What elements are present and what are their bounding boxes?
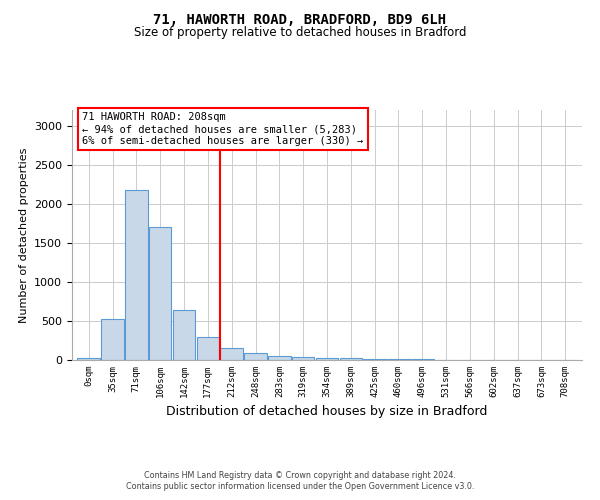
Text: Size of property relative to detached houses in Bradford: Size of property relative to detached ho… xyxy=(134,26,466,39)
Bar xyxy=(387,359,410,360)
Bar xyxy=(197,338,219,360)
Bar xyxy=(220,348,243,360)
Bar xyxy=(316,358,338,360)
Bar xyxy=(101,320,124,360)
Bar xyxy=(173,310,196,360)
Bar xyxy=(125,190,148,360)
Bar xyxy=(411,359,434,360)
Text: 71, HAWORTH ROAD, BRADFORD, BD9 6LH: 71, HAWORTH ROAD, BRADFORD, BD9 6LH xyxy=(154,12,446,26)
Bar xyxy=(340,358,362,360)
Bar xyxy=(364,359,386,360)
Bar xyxy=(149,227,172,360)
Bar xyxy=(292,358,314,360)
Text: Contains HM Land Registry data © Crown copyright and database right 2024.: Contains HM Land Registry data © Crown c… xyxy=(144,471,456,480)
X-axis label: Distribution of detached houses by size in Bradford: Distribution of detached houses by size … xyxy=(166,406,488,418)
Bar xyxy=(244,353,267,360)
Y-axis label: Number of detached properties: Number of detached properties xyxy=(19,148,29,322)
Text: 71 HAWORTH ROAD: 208sqm
← 94% of detached houses are smaller (5,283)
6% of semi-: 71 HAWORTH ROAD: 208sqm ← 94% of detache… xyxy=(82,112,364,146)
Bar xyxy=(77,358,100,360)
Text: Contains public sector information licensed under the Open Government Licence v3: Contains public sector information licen… xyxy=(126,482,474,491)
Bar xyxy=(268,356,290,360)
